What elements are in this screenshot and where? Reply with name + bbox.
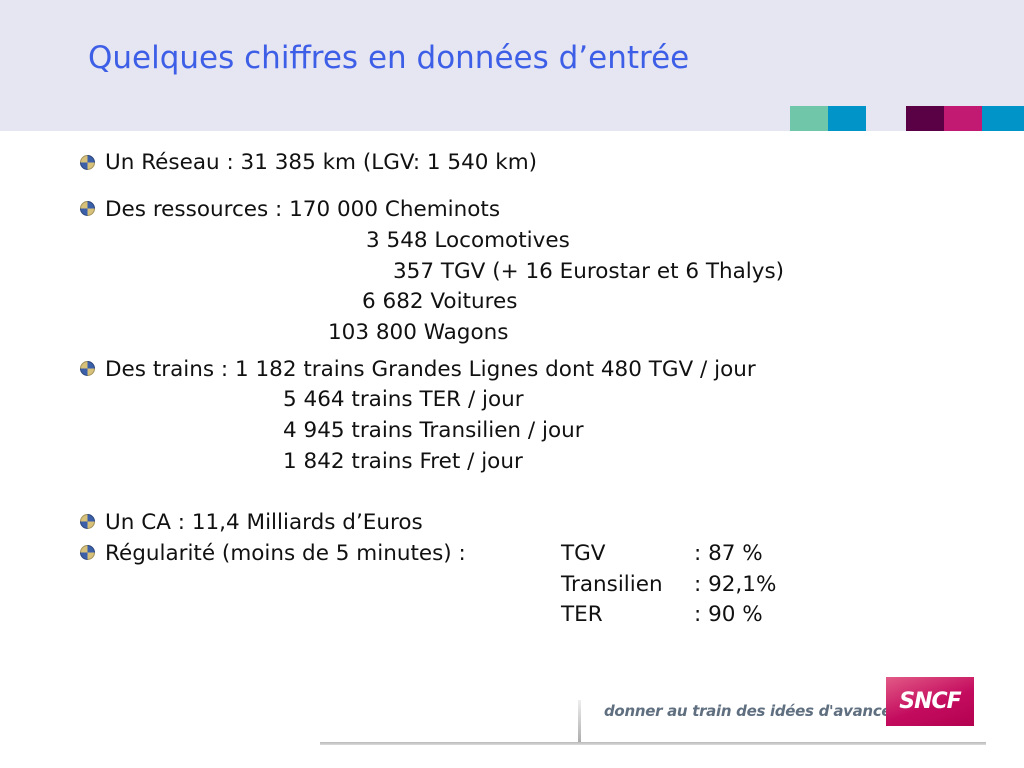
footer-tagline: donner au train des idées d'avance (604, 702, 892, 720)
reseau-line: Un Réseau : 31 385 km (LGV: 1 540 km) (105, 150, 538, 175)
sncf-logo: SNCF (886, 677, 974, 726)
ressources-wagons: 103 800 Wagons (328, 320, 509, 345)
ressources-locomotives: 3 548 Locomotives (366, 228, 570, 253)
regularite-label: Régularité (moins de 5 minutes) : (105, 541, 466, 566)
bullet-icon (80, 201, 95, 216)
footer-divider-tick (578, 700, 581, 745)
regularite-tgv-value: : 87 % (694, 541, 763, 566)
trains-ter: 5 464 trains TER / jour (283, 387, 524, 412)
bullet-icon (80, 545, 95, 560)
accent-square-blue (828, 106, 866, 131)
ressources-line: Des ressources : 170 000 Cheminots (105, 197, 501, 222)
bullet-icon (80, 361, 95, 376)
trains-fret: 1 842 trains Fret / jour (283, 449, 523, 474)
bullet-icon (80, 155, 95, 170)
accent-square-green (790, 106, 828, 131)
trains-line: Des trains : 1 182 trains Grandes Lignes… (105, 357, 756, 382)
ressources-tgv: 357 TGV (+ 16 Eurostar et 6 Thalys) (393, 259, 785, 284)
sncf-logo-text: SNCF (899, 689, 961, 714)
regularite-transilien-name: Transilien (561, 572, 663, 597)
bullet-icon (80, 514, 95, 529)
footer-divider-line (320, 742, 986, 745)
slide-title: Quelques chiffres en données d’entrée (88, 40, 690, 76)
regularite-ter-name: TER (561, 602, 603, 627)
accent-square-magenta (944, 106, 982, 131)
accent-square-purple (906, 106, 944, 131)
regularite-ter-value: : 90 % (694, 602, 763, 627)
trains-transilien: 4 945 trains Transilien / jour (283, 418, 584, 443)
regularite-transilien-value: : 92,1% (694, 572, 777, 597)
ressources-voitures: 6 682 Voitures (362, 289, 518, 314)
ca-line: Un CA : 11,4 Milliards d’Euros (105, 510, 423, 535)
regularite-tgv-name: TGV (561, 541, 606, 566)
accent-square-cyan (982, 106, 1024, 131)
